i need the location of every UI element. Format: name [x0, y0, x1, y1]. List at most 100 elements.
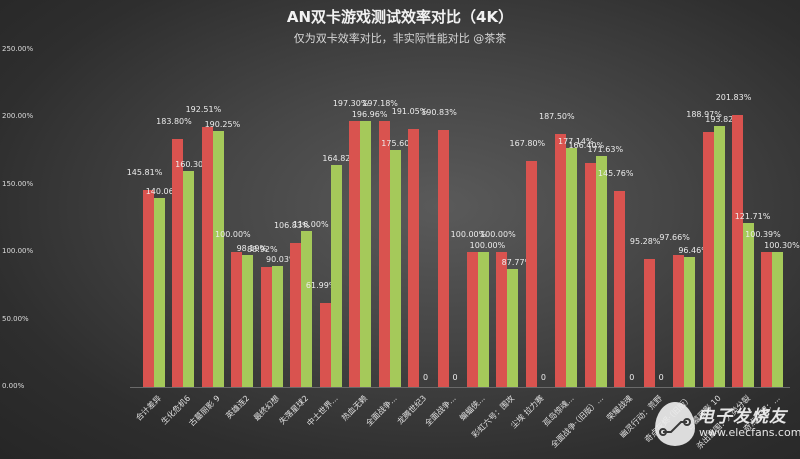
bar-green	[154, 198, 165, 387]
value-label: 97.66%	[659, 233, 690, 243]
value-label: 175.60%	[381, 139, 417, 149]
value-label: 98.19%	[236, 243, 268, 253]
bar-green	[507, 268, 519, 387]
value-label: 0	[452, 373, 458, 382]
bar-red	[466, 252, 478, 387]
value-label: 121.71%	[734, 211, 771, 221]
value-label: 201.83%	[715, 92, 752, 102]
value-label: 87.77%	[501, 257, 533, 267]
bar-green	[713, 125, 725, 387]
value-label: 197.30%	[332, 99, 369, 109]
bar-red	[408, 129, 420, 387]
bar-red	[349, 121, 361, 387]
value-label: 177.14%	[558, 137, 594, 147]
value-label: 171.63%	[587, 144, 624, 154]
value-label: 96.46%	[678, 245, 709, 255]
watermark-url: www.elecfans.com	[699, 426, 800, 439]
y-tick-label: 0.00%	[2, 382, 25, 390]
bar-green	[389, 150, 401, 387]
bar-green	[772, 251, 784, 387]
value-label: 116.00%	[292, 219, 329, 229]
value-label: 166.40%	[568, 140, 605, 150]
x-category-label: 英雄连2	[224, 393, 252, 421]
bar-red	[290, 242, 302, 387]
bar-green	[271, 265, 283, 387]
bar-red	[555, 134, 567, 387]
bar-red	[172, 139, 184, 387]
bar-red	[614, 190, 626, 387]
value-label: 88.92%	[247, 245, 278, 255]
value-label: 0	[629, 373, 635, 382]
bar-red	[732, 114, 743, 387]
bar-red	[378, 121, 390, 387]
value-label: 100.00%	[450, 230, 487, 240]
value-label: 191.05%	[391, 107, 428, 117]
value-label: 193.82%	[705, 114, 741, 124]
value-label: 100.00%	[469, 241, 506, 251]
bar-red	[260, 267, 272, 387]
x-axis-line	[130, 387, 790, 388]
bar-green	[360, 121, 372, 387]
value-label: 145.76%	[597, 168, 634, 178]
bar-red	[231, 252, 243, 387]
y-tick-label: 250.00%	[2, 45, 34, 53]
chart-subtitle: 仅为双卡效率对比，非实际性能对比 @茶茶	[293, 32, 507, 45]
watermark-brand: 电子发烧友	[697, 407, 787, 427]
value-label: 188.97%	[686, 110, 722, 120]
bar-red	[702, 132, 714, 387]
value-label: 190.83%	[421, 107, 457, 117]
value-label: 192.51%	[185, 105, 222, 115]
bar-green	[566, 148, 578, 387]
y-tick-label: 50.00%	[2, 314, 29, 323]
x-category-label: 全面战争·（旧版）...	[548, 393, 605, 450]
bar-green	[684, 256, 696, 387]
value-label: 190.25%	[204, 119, 241, 129]
bar-green	[743, 222, 754, 387]
value-label: 100.39%	[745, 229, 781, 239]
chart-title: AN双卡游戏测试效率对比（4K）	[286, 8, 514, 26]
x-category-label: 古墓丽影 9	[187, 393, 222, 429]
value-label: 167.80%	[509, 138, 546, 148]
value-label: 187.50%	[539, 112, 575, 122]
bar-red	[201, 127, 213, 387]
watermark: 电子发烧友 www.elecfans.com	[655, 400, 800, 450]
bar-green	[212, 130, 224, 387]
bar-green	[183, 170, 195, 387]
bar-red	[584, 162, 596, 387]
value-label: 197.18%	[362, 99, 398, 109]
value-label: 0	[423, 373, 429, 382]
value-label: 61.99%	[305, 281, 337, 291]
value-label: 183.80%	[156, 117, 192, 127]
value-label: 196.96%	[351, 110, 388, 120]
value-label: 100.00%	[480, 230, 516, 240]
bar-green	[595, 155, 607, 387]
value-label: 140.06%	[145, 187, 182, 197]
bar-red	[319, 303, 331, 387]
value-label: 106.83%	[273, 220, 310, 230]
x-category-label: 中土世界...	[305, 393, 340, 429]
bar-red	[761, 251, 773, 387]
bar-green	[301, 230, 313, 387]
y-tick-label: 150.00%	[2, 179, 34, 188]
value-label: 100.30%	[764, 240, 800, 250]
bar-red	[525, 160, 537, 387]
bar-red	[143, 190, 154, 387]
value-label: 0	[658, 373, 664, 382]
value-label: 95.28%	[629, 236, 661, 246]
bar-red	[437, 129, 449, 387]
x-category-label: 全面战争...	[364, 393, 399, 429]
bar-red	[643, 258, 655, 387]
elecfans-logo-icon	[655, 402, 695, 446]
value-label: 145.81%	[126, 168, 163, 178]
y-tick-label: 200.00%	[2, 112, 34, 121]
bar-red	[673, 255, 685, 387]
x-category-label: 全面战争...	[423, 393, 458, 429]
bar-green	[477, 252, 489, 387]
bar-green	[330, 164, 342, 387]
value-label: 164.82%	[322, 153, 358, 163]
y-tick-label: 100.00%	[2, 247, 34, 256]
value-label: 90.03%	[266, 254, 297, 264]
value-label: 160.30%	[175, 159, 211, 169]
value-label: 100.00%	[215, 230, 251, 240]
value-label: 0	[540, 373, 546, 382]
